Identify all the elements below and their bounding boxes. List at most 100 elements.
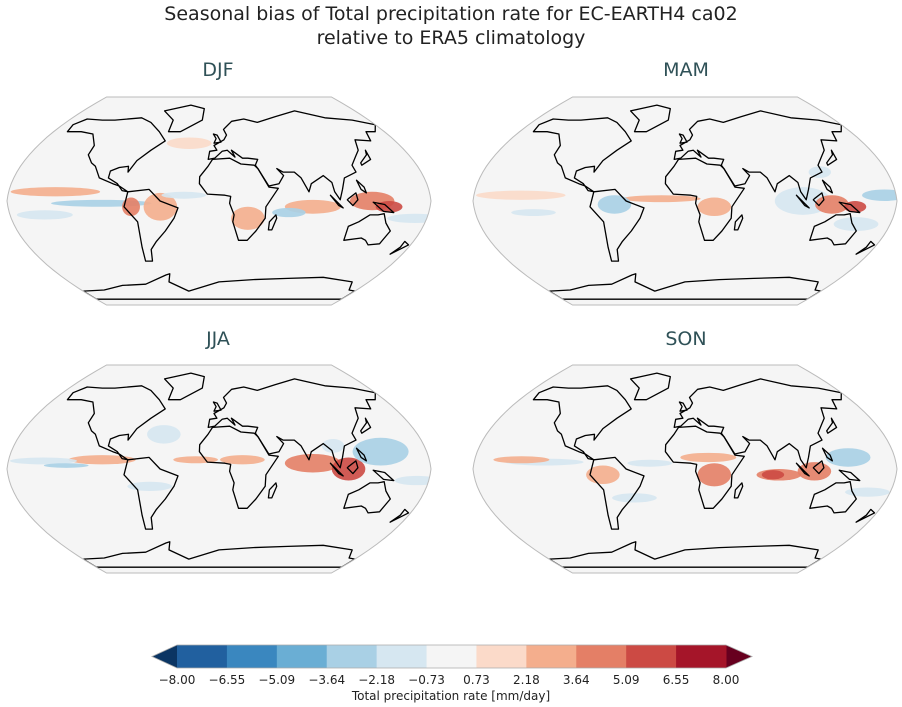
coastlines: [66, 104, 410, 300]
map-jja: [6, 364, 432, 574]
coastline: [629, 372, 671, 401]
coastline: [548, 273, 822, 300]
colorbar-label: Total precipitation rate [mm/day]: [351, 689, 551, 703]
colorbar-tick-label: −6.55: [208, 673, 246, 687]
bias-patch: [680, 452, 737, 463]
coastline: [826, 417, 838, 434]
bias-patch: [321, 438, 345, 453]
map-son: [472, 364, 898, 574]
coastline: [66, 117, 166, 193]
bias-patch: [161, 191, 207, 199]
colorbar-tick-label: −8.00: [158, 673, 196, 687]
coastline: [589, 188, 645, 262]
colorbar-bin: [476, 645, 527, 668]
colorbar-tick-label: 5.09: [612, 673, 640, 687]
bias-patch: [231, 206, 265, 230]
colorbar-bin: [326, 645, 378, 668]
colorbar-bin: [177, 645, 228, 668]
map-mam: [472, 96, 898, 306]
colorbar-bin: [376, 645, 428, 668]
coastline: [355, 179, 368, 194]
coastline: [372, 201, 395, 214]
bias-patch: [43, 463, 89, 468]
colorbar-bin: [676, 645, 727, 668]
bias-patch: [272, 207, 306, 218]
coastline: [678, 401, 688, 412]
coastline: [346, 192, 359, 207]
coastline: [673, 110, 842, 201]
colorbar-bin: [526, 645, 577, 668]
colorbar: [151, 644, 753, 669]
colorbar-tick-label: 8.00: [712, 673, 740, 687]
coastline: [355, 447, 368, 462]
coastline: [389, 508, 410, 523]
bias-patch: [284, 453, 341, 473]
map-djf: [6, 96, 432, 306]
coastline: [198, 157, 279, 241]
coastline: [678, 133, 688, 144]
coastline: [329, 194, 344, 209]
bias-patch: [697, 463, 732, 487]
coastline: [360, 417, 372, 434]
bias-patch: [166, 137, 212, 149]
coastline: [838, 469, 861, 482]
coastline: [532, 385, 632, 461]
bias-patch: [511, 209, 556, 217]
bias-patch: [127, 481, 173, 491]
bias-patch: [352, 437, 409, 466]
bias-patch: [597, 195, 632, 214]
bias-patch: [68, 455, 136, 465]
bias-patch: [808, 166, 831, 178]
colorbar-tick-label: −3.64: [308, 673, 346, 687]
bias-patch: [612, 493, 657, 503]
coastline: [212, 401, 222, 412]
coastline: [346, 460, 359, 475]
colorbar-bin: [226, 645, 278, 668]
coastline: [548, 541, 822, 568]
coastline: [198, 425, 279, 509]
colorbar-tick-label: −2.18: [358, 673, 396, 687]
coastline: [733, 214, 744, 231]
colorbar-tick-label: 6.55: [662, 673, 690, 687]
colorbar-bin: [276, 645, 328, 668]
coastline: [664, 425, 745, 509]
colorbar-under-arrow: [152, 645, 177, 668]
coastline: [629, 104, 671, 133]
coastline: [360, 149, 372, 166]
colorbar-tick-label: 2.18: [513, 673, 540, 687]
coastline: [733, 482, 744, 499]
coastline: [809, 481, 857, 514]
coastlines: [532, 104, 876, 300]
coastlines: [532, 372, 876, 568]
coastline: [838, 201, 861, 214]
bias-patch: [143, 192, 178, 221]
colorbar-over-arrow: [726, 645, 752, 668]
coastline: [389, 240, 410, 255]
map-background: [7, 365, 431, 573]
colorbar-tick-label: −0.73: [408, 673, 445, 687]
bias-patch: [622, 195, 701, 203]
bias-patch: [16, 210, 73, 220]
colorbar-bin: [626, 645, 677, 668]
bias-patch: [147, 425, 181, 444]
coastline: [82, 273, 356, 300]
panel-title-son: SON: [665, 328, 707, 350]
bias-patch: [9, 457, 78, 465]
coastline: [795, 462, 810, 477]
coastline: [82, 541, 356, 568]
map-background: [7, 97, 431, 305]
bias-patch: [825, 448, 871, 467]
colorbar-tick-label: 3.64: [562, 673, 590, 687]
bias-patch: [375, 201, 403, 213]
bias-patch: [845, 487, 890, 497]
coastline: [855, 240, 876, 255]
bias-patch: [476, 190, 566, 200]
coastline: [267, 214, 278, 231]
coastline: [329, 462, 344, 477]
bias-patch: [219, 455, 265, 465]
coastline: [212, 133, 222, 144]
colorbar-bin: [426, 645, 477, 668]
map-background: [473, 365, 897, 573]
figure-title-line1: Seasonal bias of Total precipitation rat…: [164, 3, 738, 25]
colorbar-bin: [576, 645, 627, 668]
